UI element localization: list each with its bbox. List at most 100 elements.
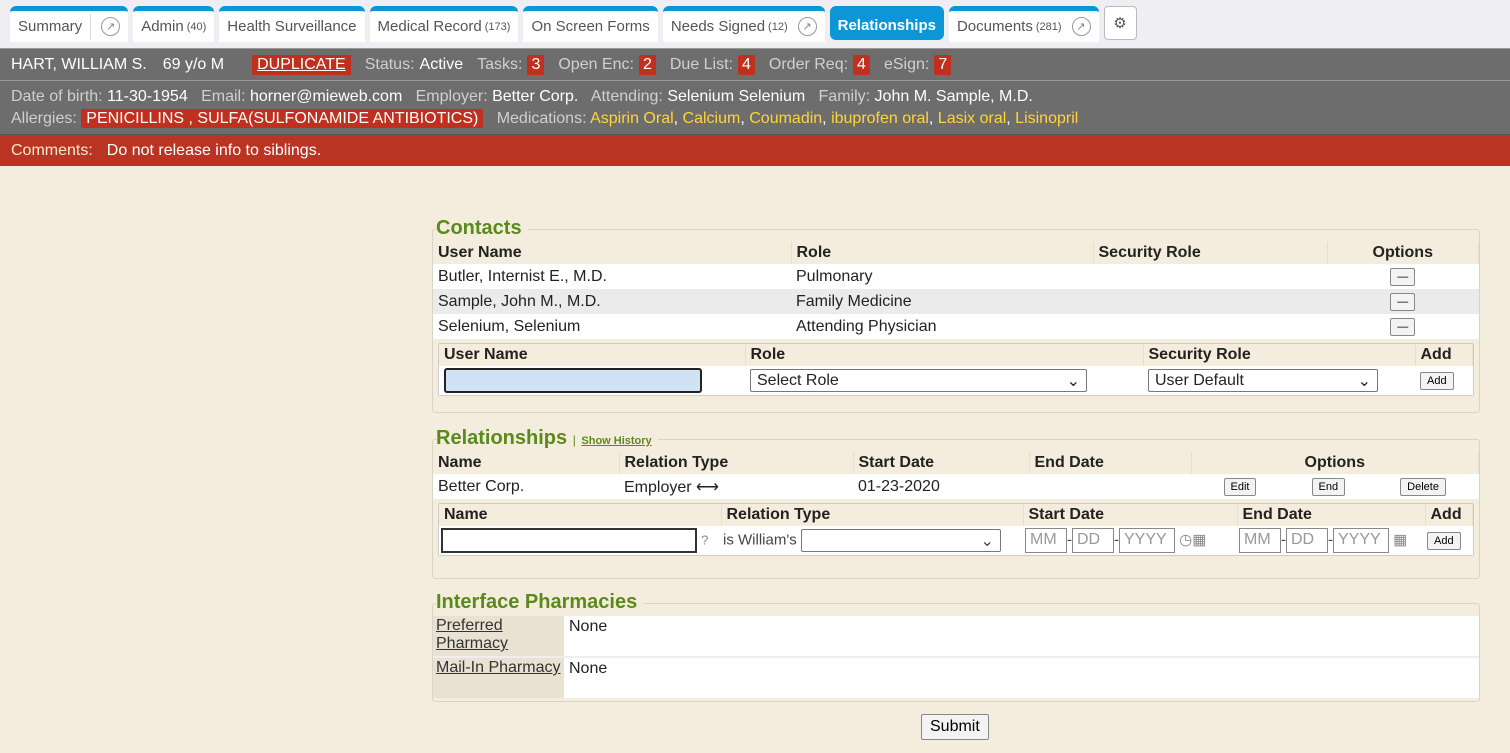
duplicate-link[interactable]: DUPLICATE <box>252 54 351 75</box>
tasks-badge[interactable]: 3 <box>527 54 545 75</box>
user-name-input[interactable] <box>444 368 702 393</box>
tab-documents[interactable]: Documents (281) ↗ <box>948 6 1099 42</box>
relationships-title: Relationships <box>436 427 568 449</box>
col-header: Relation Type <box>619 452 854 474</box>
email-label: Email: <box>201 88 246 105</box>
preferred-pharmacy-value: None <box>564 616 1479 657</box>
end-month-input[interactable]: MM <box>1239 528 1281 553</box>
settings-gears-icon[interactable]: ⚙ <box>1103 6 1137 40</box>
table-row: Selenium, Selenium Attending Physician — <box>433 314 1479 339</box>
esign-badge[interactable]: 7 <box>934 54 952 75</box>
patient-details: Date of birth: 11-30-1954 Email: horner@… <box>0 81 1510 135</box>
col-header: Start Date <box>1023 504 1238 526</box>
col-header: Add <box>1415 344 1473 366</box>
col-header: User Name <box>433 242 792 264</box>
role-select-value: Select Role <box>757 371 839 389</box>
comments-label: Comments: <box>11 142 93 159</box>
order-req-label: Order Req: <box>768 55 849 73</box>
tab-health-surveillance[interactable]: Health Surveillance <box>219 6 365 42</box>
start-month-input[interactable]: MM <box>1025 528 1067 553</box>
col-header: End Date <box>1237 504 1426 526</box>
edit-relation-button[interactable]: Edit <box>1223 477 1257 496</box>
start-year-input[interactable]: YYYY <box>1119 528 1175 553</box>
contact-role: Family Medicine <box>796 292 912 310</box>
relationships-title-wrap: Relationships | Show History <box>436 427 658 450</box>
clock-icon[interactable]: ◷ <box>1179 531 1193 549</box>
contact-name: Butler, Internist E., M.D. <box>438 267 607 285</box>
medication-item[interactable]: Lisinopril <box>1015 110 1079 127</box>
contact-role: Pulmonary <box>796 267 873 285</box>
medication-item[interactable]: Lasix oral <box>937 110 1007 127</box>
relationships-section: Relationships | Show History Name Relatio… <box>432 427 1480 579</box>
add-relation-button[interactable]: Add <box>1427 532 1461 550</box>
calendar-icon[interactable]: ▦ <box>1393 531 1408 549</box>
remove-contact-button[interactable]: — <box>1390 293 1416 311</box>
end-day-input[interactable]: DD <box>1286 528 1328 553</box>
table-row: Better Corp. Employer ⟷ 01-23-2020 Edit E… <box>433 474 1479 499</box>
allergies-value: PENICILLINS , SULFA(SULFONAMIDE ANTIBIOT… <box>81 109 484 128</box>
open-external-icon[interactable]: ↗ <box>1071 17 1091 36</box>
end-relation-button[interactable]: End <box>1311 477 1346 496</box>
tasks-label: Tasks: <box>477 55 523 73</box>
chevron-down-icon: ⌄ <box>1066 372 1080 390</box>
remove-contact-button[interactable]: — <box>1390 268 1416 286</box>
tab-count: (173) <box>484 20 511 33</box>
table-row: Butler, Internist E., M.D. Pulmonary — <box>433 264 1479 289</box>
relation-start: 01-23-2020 <box>858 477 940 495</box>
start-day-input[interactable]: DD <box>1072 528 1114 553</box>
col-header: Options <box>1327 242 1479 264</box>
role-select[interactable]: Select Role ⌄ <box>750 369 1087 392</box>
tab-summary[interactable]: Summary ↗ <box>10 6 129 42</box>
help-icon[interactable]: ? <box>701 532 709 548</box>
relation-name-input[interactable] <box>441 528 697 553</box>
email-value: horner@mieweb.com <box>249 88 403 105</box>
end-year-input[interactable]: YYYY <box>1333 528 1389 553</box>
status-label: Status: <box>364 55 415 73</box>
show-history-link[interactable]: Show History <box>581 435 652 447</box>
tab-admin[interactable]: Admin (40) <box>133 6 215 42</box>
dob-label: Date of birth: <box>11 88 103 105</box>
tab-count: (281) <box>1035 20 1062 33</box>
medication-item[interactable]: ibuprofen oral <box>831 110 929 127</box>
submit-button[interactable]: Submit <box>921 714 989 740</box>
calendar-icon[interactable]: ▦ <box>1192 531 1207 549</box>
family-value: John M. Sample, M.D. <box>874 88 1033 105</box>
tab-count: (12) <box>768 20 788 33</box>
col-header: Name <box>433 452 620 474</box>
family-label: Family: <box>818 88 871 105</box>
col-header: Name <box>439 504 722 526</box>
open-external-icon[interactable]: ↗ <box>101 17 121 36</box>
mail-in-pharmacy-link[interactable]: Mail-In Pharmacy <box>436 659 561 676</box>
due-list-badge[interactable]: 4 <box>738 54 755 75</box>
medication-item[interactable]: Calcium <box>682 110 741 127</box>
table-row: Sample, John M., M.D. Family Medicine — <box>433 289 1479 314</box>
order-req-badge[interactable]: 4 <box>853 54 870 75</box>
bidirectional-arrow-icon: ⟷ <box>696 478 719 496</box>
delete-relation-button[interactable]: Delete <box>1400 477 1446 496</box>
col-header: Add <box>1425 504 1473 526</box>
esign-label: eSign: <box>883 55 930 73</box>
add-contact-button[interactable]: Add <box>1420 372 1454 390</box>
employer-value: Better Corp. <box>492 88 579 105</box>
preferred-pharmacy-link[interactable]: Preferred Pharmacy <box>436 617 509 652</box>
security-role-select[interactable]: User Default ⌄ <box>1148 369 1378 392</box>
relation-type-select[interactable]: ⌄ <box>800 529 1001 552</box>
tab-medical-record[interactable]: Medical Record (173) <box>369 6 519 42</box>
open-enc-badge[interactable]: 2 <box>638 54 656 75</box>
contacts-section: Contacts User Name Role Security Role Optio… <box>432 217 1480 413</box>
patient-age-sex: 69 y/o M <box>162 55 225 73</box>
tab-on-screen-forms[interactable]: On Screen Forms <box>523 6 658 42</box>
col-header: Role <box>745 344 1144 366</box>
medication-item[interactable]: Coumadin <box>749 110 823 127</box>
tab-label: Medical Record <box>377 18 482 35</box>
medication-item[interactable]: Aspirin Oral <box>590 110 674 127</box>
remove-contact-button[interactable]: — <box>1390 318 1416 336</box>
contact-name: Sample, John M., M.D. <box>438 292 601 310</box>
tab-relationships[interactable]: Relationships <box>829 6 944 40</box>
open-external-icon[interactable]: ↗ <box>797 17 817 36</box>
contact-security <box>1093 289 1327 314</box>
tab-needs-signed[interactable]: Needs Signed (12) ↗ <box>662 6 825 42</box>
tab-bar: Summary ↗ Admin (40) Health Surveillance M… <box>0 0 1510 49</box>
col-header: User Name <box>439 344 746 366</box>
contact-name: Selenium, Selenium <box>438 317 581 335</box>
